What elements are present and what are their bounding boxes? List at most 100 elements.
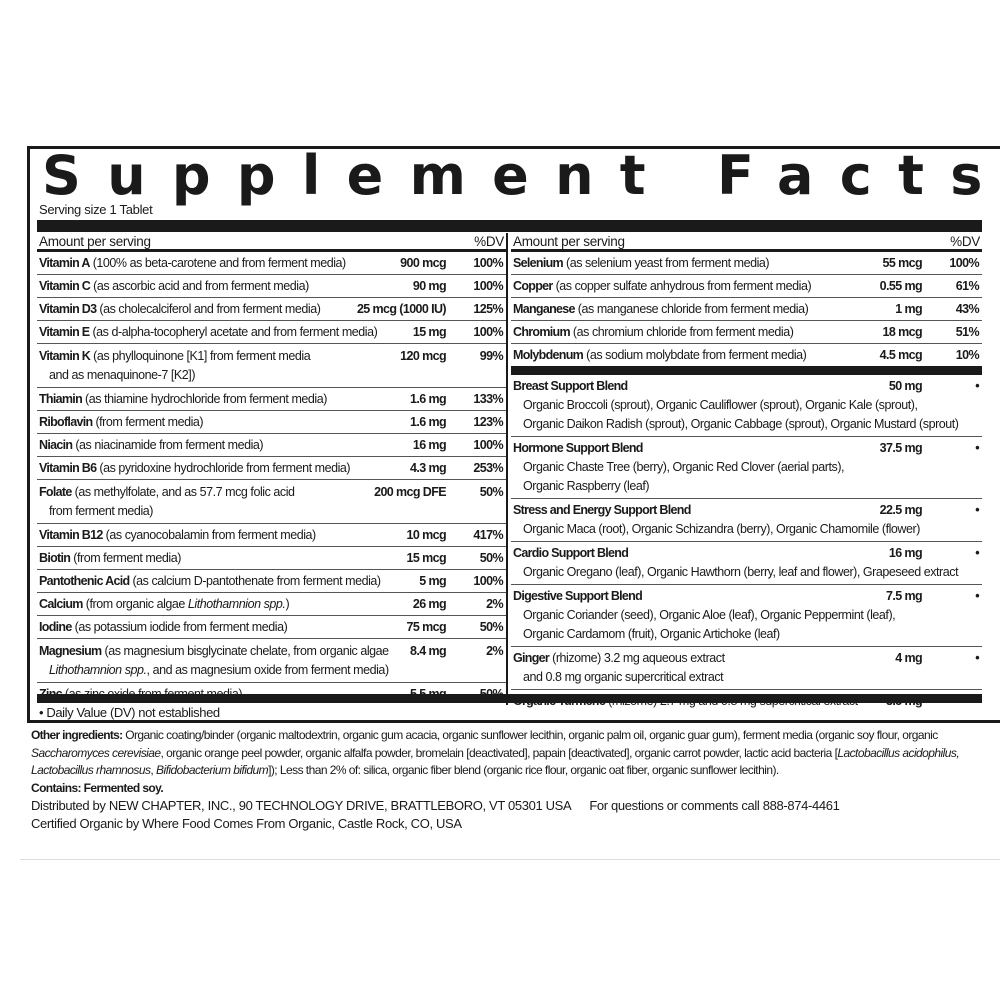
blend-name: Digestive Support Blend [513, 589, 643, 603]
nutrient-name: Niacin [39, 438, 73, 452]
nutrient-row: Riboflavin (from ferment media) 1.6 mg 123… [37, 411, 506, 434]
daily-value: 10% [955, 348, 980, 362]
daily-value: 100% [473, 574, 503, 588]
blend-description: Breast Support Blend [513, 377, 883, 396]
text-segment: (from ferment media) [70, 551, 181, 565]
blend-name: Stress and Energy Support Blend [513, 503, 691, 517]
nutrient-row: Selenium (as selenium yeast from ferment… [511, 252, 982, 275]
daily-value: 133% [473, 392, 503, 406]
text-segment: (as thiamine hydrochloride from ferment … [82, 392, 327, 406]
amount: 10 mcg [406, 528, 447, 542]
blend-row: Ginger (rhizome) 3.2 mg aqueous extract a… [511, 647, 982, 690]
amount: 7.5 mg [886, 589, 923, 603]
text-segment: , organic orange peel powder, organic al… [160, 745, 838, 760]
daily-value: 61% [955, 279, 980, 293]
nutrient-description: Magnesium (as magnesium bisglycinate che… [39, 641, 409, 661]
blend-description: Digestive Support Blend [513, 587, 883, 606]
amount: 90 mg [412, 279, 447, 293]
blend-ingredients: Organic Oregano (leaf), Organic Hawthorn… [523, 565, 959, 579]
other-ingredients-label: Other ingredients: [31, 728, 123, 742]
amount: 50 mg [888, 379, 923, 393]
nutrient-name: Biotin [39, 551, 71, 565]
amount: 55 mcg [882, 256, 923, 270]
text-segment: (as pyridoxine hydrochloride from fermen… [96, 461, 351, 475]
nutrient-description: Chromium (as chromium chloride from ferm… [513, 323, 883, 341]
blend-name: Ginger [513, 651, 550, 665]
text-segment: Lithothamnion spp. [187, 597, 286, 611]
nutrient-name: Folate [39, 485, 72, 499]
nutrient-row: Calcium (from organic algae Lithothamnio… [37, 593, 506, 616]
text-segment: Bifidobacterium bifidum [156, 763, 269, 777]
other-ingredients: Other ingredients: Organic coating/binde… [31, 727, 971, 780]
amount: 4.5 mcg [879, 348, 923, 362]
blend-ingredients: Organic Broccoli (sprout), Organic Cauli… [523, 398, 918, 412]
nutrient-description: Vitamin D3 (as cholecalciferol and from … [39, 300, 409, 318]
text-segment: (as calcium D-pantothenate from ferment … [129, 574, 381, 588]
text-segment: (as cholecalciferol and from ferment med… [96, 302, 321, 316]
daily-value: 50% [479, 485, 504, 499]
nutrient-subtext: Lithothamnion spp., and as magnesium oxi… [39, 661, 504, 680]
nutrient-description: Folate (as methylfolate, and as 57.7 mcg… [39, 482, 409, 502]
amount: 1.6 mg [410, 415, 447, 429]
nutrient-table-right: Amount per serving %DV Selenium (as sele… [511, 233, 982, 713]
nutrient-row: Thiamin (as thiamine hydrochloride from … [37, 388, 506, 411]
nutrient-row: Copper (as copper sulfate anhydrous from… [511, 275, 982, 298]
nutrient-description: Vitamin A (100% as beta-carotene and fro… [39, 254, 409, 272]
nutrient-row: Vitamin K (as phylloquinone [K1] from fe… [37, 344, 506, 388]
panel-title: Supplement Facts [42, 144, 1000, 207]
amount: 26 mg [412, 597, 447, 611]
nutrient-description: Riboflavin (from ferment media) [39, 413, 409, 431]
divider [20, 859, 1000, 860]
dv-header: %DV [950, 234, 980, 249]
nutrient-row: Vitamin D3 (as cholecalciferol and from … [37, 298, 506, 321]
table-header: Amount per serving %DV [511, 233, 982, 252]
daily-value: • [975, 546, 979, 560]
daily-value: 50% [479, 620, 504, 634]
text-segment: Saccharomyces cerevisiae [31, 745, 161, 760]
amount: 900 mcg [400, 256, 446, 270]
nutrient-name: Calcium [39, 597, 83, 611]
amount: 15 mcg [406, 551, 447, 565]
text-segment: (as d-alpha-tocopheryl acetate and from … [89, 325, 378, 339]
amount: 15 mg [412, 325, 447, 339]
nutrient-row: Vitamin B6 (as pyridoxine hydrochloride … [37, 457, 506, 480]
amount: 22.5 mg [879, 503, 923, 517]
text-segment: (as cyanocobalamin from ferment media) [102, 528, 317, 542]
text-segment: Organic coating/binder (organic maltodex… [122, 728, 938, 742]
text-segment: (100% as beta-carotene and from ferment … [89, 256, 347, 270]
text-segment: (as sodium molybdate from ferment media) [583, 348, 807, 362]
blend-description: Stress and Energy Support Blend [513, 501, 883, 520]
nutrient-row: Iodine (as potassium iodide from ferment… [37, 616, 506, 639]
amount: 4 mg [895, 651, 922, 665]
text-segment: Lactobacillus acidophilus, Lactobacillus… [31, 745, 960, 778]
nutrient-description: Manganese (as manganese chloride from fe… [513, 300, 883, 318]
dv-header: %DV [474, 234, 504, 249]
daily-value: • [975, 441, 979, 455]
nutrient-row: Vitamin A (100% as beta-carotene and fro… [37, 252, 506, 275]
blend-name: Cardio Support Blend [513, 546, 629, 560]
certification: Certified Organic by Where Food Comes Fr… [31, 815, 462, 831]
dv-footnote: • Daily Value (DV) not established [39, 705, 220, 720]
nutrient-row: Pantothenic Acid (as calcium D-pantothen… [37, 570, 506, 593]
table-header: Amount per serving %DV [37, 233, 506, 252]
nutrient-row: Chromium (as chromium chloride from ferm… [511, 321, 982, 344]
text-segment: (as chromium chloride from ferment media… [569, 325, 794, 339]
blend-ingredients: Organic Cardamom (fruit), Organic Artich… [523, 627, 780, 641]
amount: 25 mcg (1000 IU) [356, 302, 447, 316]
nutrient-name: Chromium [513, 325, 571, 339]
nutrient-name: Thiamin [39, 392, 83, 406]
nutrient-description: Vitamin E (as d-alpha-tocopheryl acetate… [39, 323, 409, 341]
nutrient-row: Vitamin C (as ascorbic acid and from fer… [37, 275, 506, 298]
daily-value: 100% [473, 279, 503, 293]
text-segment: ) [285, 597, 290, 611]
blend-row: Digestive Support Blend Organic Coriander… [511, 585, 982, 647]
nutrient-name: Vitamin E [39, 325, 90, 339]
blend-ingredients: Organic Daikon Radish (sprout), Organic … [523, 417, 959, 431]
blend-ingredients: and 0.8 mg organic supercritical extract [523, 670, 724, 684]
amount: 4.3 mg [410, 461, 447, 475]
nutrient-row: Vitamin E (as d-alpha-tocopheryl acetate… [37, 321, 506, 344]
nutrient-name: Pantothenic Acid [39, 574, 130, 588]
daily-value: 51% [955, 325, 980, 339]
nutrient-name: Vitamin A [39, 256, 90, 270]
daily-value: 125% [473, 302, 503, 316]
